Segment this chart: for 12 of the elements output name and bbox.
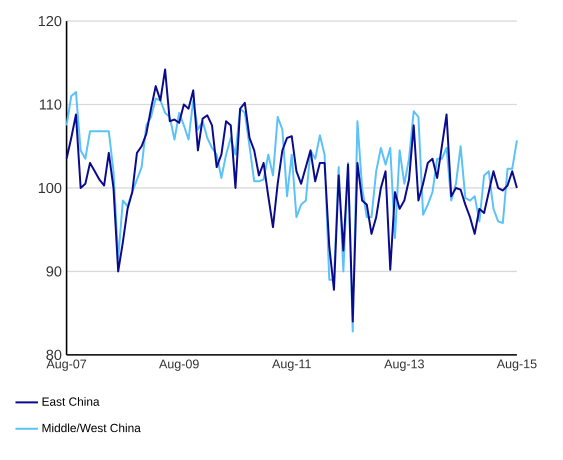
x-tick-label: Aug-09 (159, 359, 199, 371)
legend-label: East China (42, 397, 100, 406)
x-tick-label: Aug-15 (496, 359, 537, 371)
y-tick-label: 110 (40, 99, 62, 110)
x-tick-label: Aug-11 (272, 359, 311, 371)
x-tick-label: Aug-13 (384, 359, 424, 371)
y-tick-label: 120 (38, 16, 62, 26)
legend-label: Middle/West China (42, 423, 141, 432)
y-tick-label: 90 (46, 266, 62, 276)
y-tick-label: 100 (38, 182, 62, 193)
y-tick-label: 80 (46, 350, 62, 360)
x-tick-label: Aug-07 (46, 359, 86, 371)
